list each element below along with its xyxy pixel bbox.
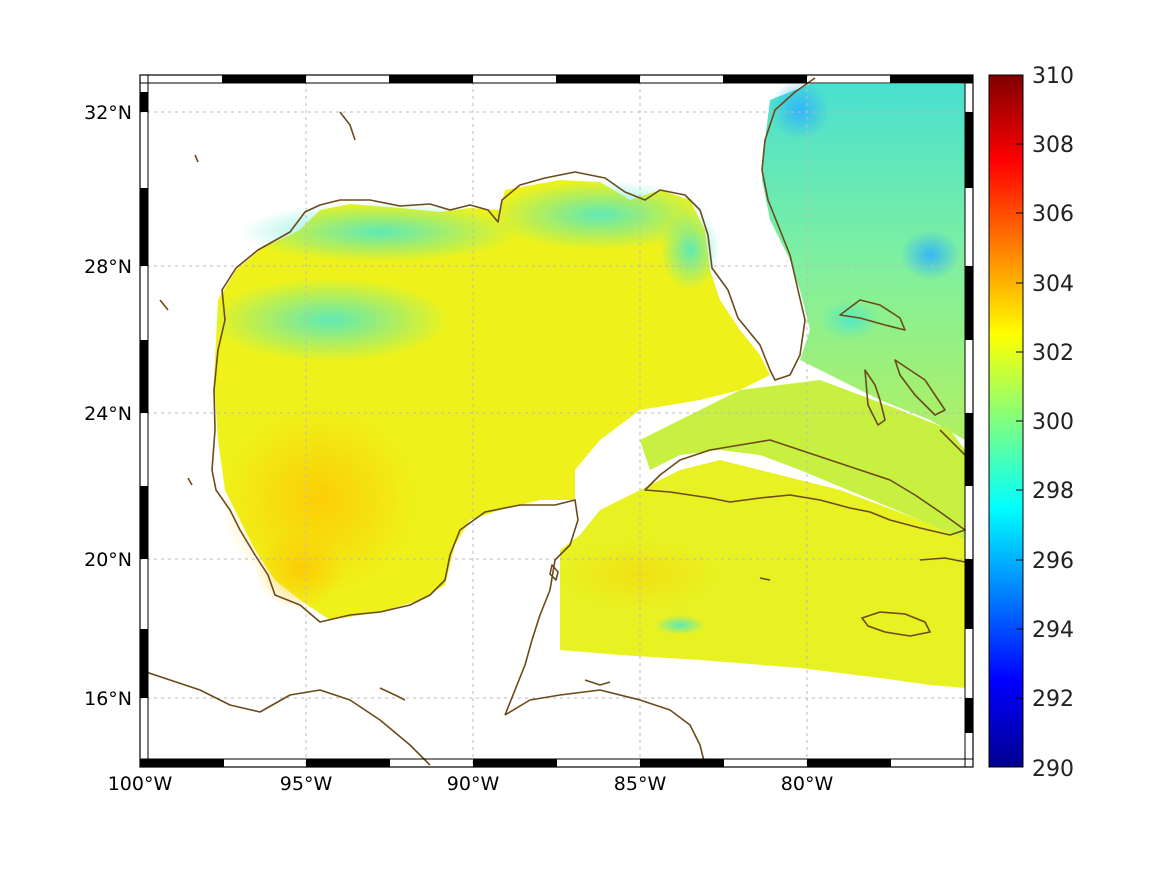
small-islands-caribbean [379, 577, 771, 701]
colorbar-ticks [1016, 143, 1023, 699]
bahamas-andros [839, 299, 906, 331]
pacific-coastline [140, 669, 431, 766]
lat-tick-label: 24°N [84, 403, 132, 425]
colorbar-tick-label: 292 [1032, 687, 1074, 712]
atlantic-water [762, 84, 965, 440]
cool-caribbean-patch [655, 615, 705, 635]
warm-bay-campeche [255, 530, 345, 610]
cool-north-coast [240, 202, 520, 262]
central-america-coastline [504, 689, 706, 766]
lat-tick-label: 16°N [84, 688, 132, 710]
colorbar-tick-label: 298 [1032, 479, 1074, 504]
lon-tick-label: 85°W [614, 773, 667, 795]
lat-tick-label: 28°N [84, 256, 132, 278]
mexico-coastline [211, 469, 579, 716]
bahamas-islands-2 [894, 359, 946, 416]
bahamas-islands [864, 369, 886, 426]
lat-tick-labels: 32°N 28°N 24°N 20°N 16°N [84, 102, 132, 710]
cool-ne-coast [490, 180, 710, 250]
lon-tick-label: 100°W [108, 773, 173, 795]
cozumel-coastline [549, 564, 559, 581]
hispaniola-coastline [939, 429, 966, 456]
lon-tick-label: 95°W [280, 773, 333, 795]
sst-field [210, 80, 965, 688]
cuba-coastline [644, 439, 966, 536]
lon-tick-label: 80°W [781, 773, 834, 795]
colorbar-tick-label: 306 [1032, 202, 1074, 227]
colorbar-tick-label: 304 [1032, 272, 1074, 297]
cool-nw-gulf [210, 278, 450, 362]
haiti-coastline [919, 557, 966, 563]
plot-frame [139, 74, 974, 768]
graticule [140, 75, 973, 767]
cool-atlantic-blue [770, 80, 830, 140]
lat-tick-label: 32°N [84, 102, 132, 124]
jamaica-coastline [861, 611, 931, 637]
small-islands-west [159, 111, 356, 486]
us-gulf-coastline [211, 77, 816, 471]
lat-tick-label: 20°N [84, 549, 132, 571]
lon-tick-label: 90°W [447, 773, 500, 795]
lon-tick-labels: 100°W 95°W 90°W 85°W 80°W [108, 773, 834, 795]
colorbar: 310 308 306 304 302 300 298 296 294 292 … [988, 64, 1074, 782]
colorbar-tick-label: 294 [1032, 618, 1074, 643]
colorbar-tick-label: 308 [1032, 133, 1074, 158]
colorbar-tick-label: 296 [1032, 549, 1074, 574]
colorbar-tick-label: 290 [1032, 757, 1074, 782]
colorbar-tick-label: 310 [1032, 64, 1074, 89]
colorbar-tick-label: 302 [1032, 341, 1074, 366]
cool-bahamas [820, 300, 880, 340]
colorbar-tick-label: 300 [1032, 410, 1074, 435]
coastlines [140, 77, 966, 766]
cool-atlantic-blue-2 [900, 230, 960, 280]
cool-big-bend [660, 210, 720, 290]
